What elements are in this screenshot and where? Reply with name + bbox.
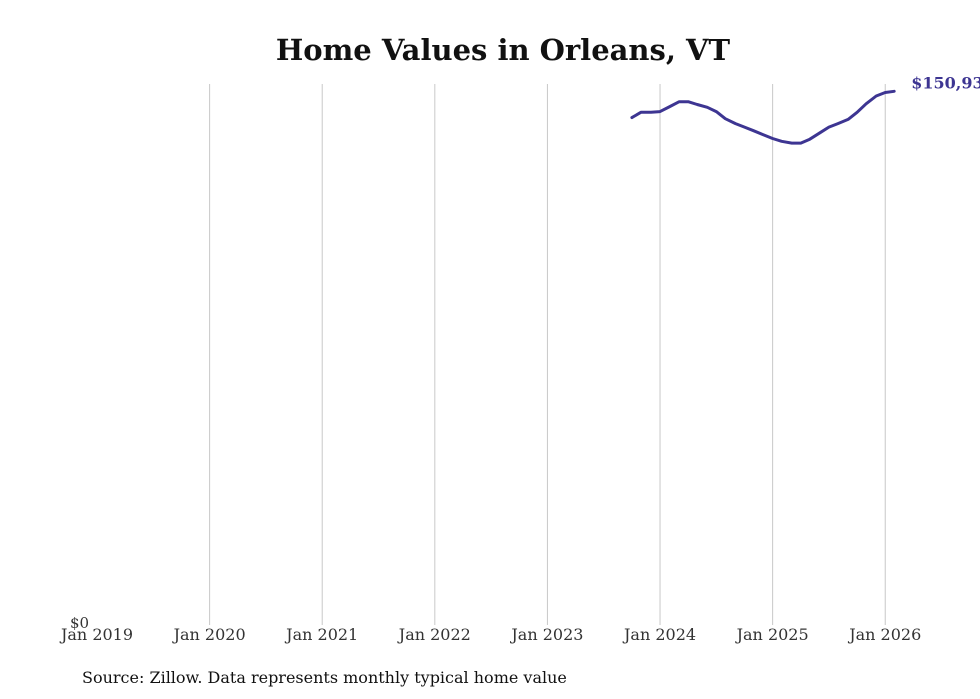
series-line-0 <box>630 89 896 145</box>
gridlines <box>209 84 886 625</box>
x-tick-label-2022: Jan 2022 <box>397 625 471 644</box>
x-tick-label-2019: Jan 2019 <box>59 625 133 644</box>
x-tick-label-2026: Jan 2026 <box>847 625 921 644</box>
series-group: $150,937 <box>630 73 980 145</box>
x-axis-ticks: Jan 2019 Jan 2020 Jan 2021 Jan 2022 Jan 2023… <box>59 625 921 644</box>
x-tick-label-2025: Jan 2025 <box>735 625 809 644</box>
x-tick-label-2020: Jan 2020 <box>172 625 246 644</box>
end-value-label: $150,937 <box>911 73 980 92</box>
x-tick-label-2023: Jan 2023 <box>509 625 583 644</box>
x-tick-label-2021: Jan 2021 <box>284 625 358 644</box>
chart-title: Home Values in Orleans, VT <box>276 33 731 67</box>
source-note: Source: Zillow. Data represents monthly … <box>82 668 567 687</box>
y-tick-label-zero: $0 <box>70 614 89 632</box>
x-tick-label-2024: Jan 2024 <box>622 625 696 644</box>
